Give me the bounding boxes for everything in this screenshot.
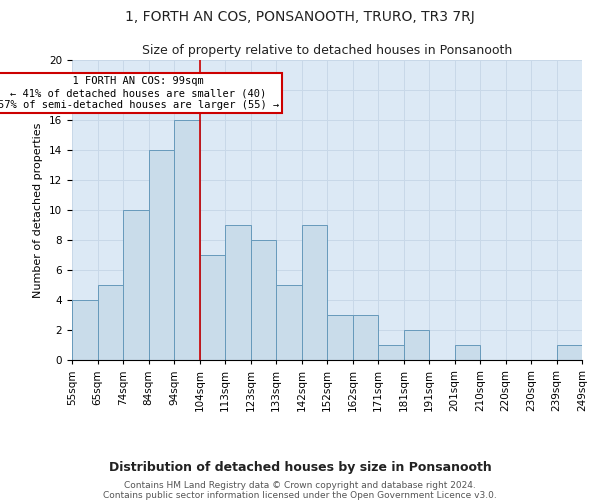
Title: Size of property relative to detached houses in Ponsanooth: Size of property relative to detached ho… (142, 44, 512, 58)
Bar (97, 285, 123, 360)
Bar (149, 150, 174, 360)
Text: Contains public sector information licensed under the Open Government Licence v3: Contains public sector information licen… (103, 490, 497, 500)
Bar (174, 120, 199, 360)
Bar (557, 345, 582, 360)
Bar (404, 330, 429, 360)
Y-axis label: Number of detached properties: Number of detached properties (34, 122, 43, 298)
Bar (225, 225, 251, 360)
Bar (327, 315, 353, 360)
Text: 1, FORTH AN COS, PONSANOOTH, TRURO, TR3 7RJ: 1, FORTH AN COS, PONSANOOTH, TRURO, TR3 … (125, 10, 475, 24)
Bar (353, 315, 378, 360)
Bar (72, 300, 97, 360)
Bar (276, 285, 302, 360)
Bar (123, 210, 149, 360)
Bar (378, 345, 404, 360)
Bar (302, 225, 327, 360)
Text: Contains HM Land Registry data © Crown copyright and database right 2024.: Contains HM Land Registry data © Crown c… (124, 482, 476, 490)
Bar (455, 345, 480, 360)
Bar (251, 240, 276, 360)
Text: Distribution of detached houses by size in Ponsanooth: Distribution of detached houses by size … (109, 461, 491, 474)
Bar (199, 255, 225, 360)
Text: 1 FORTH AN COS: 99sqm  
← 41% of detached houses are smaller (40)
57% of semi-de: 1 FORTH AN COS: 99sqm ← 41% of detached … (0, 76, 279, 110)
